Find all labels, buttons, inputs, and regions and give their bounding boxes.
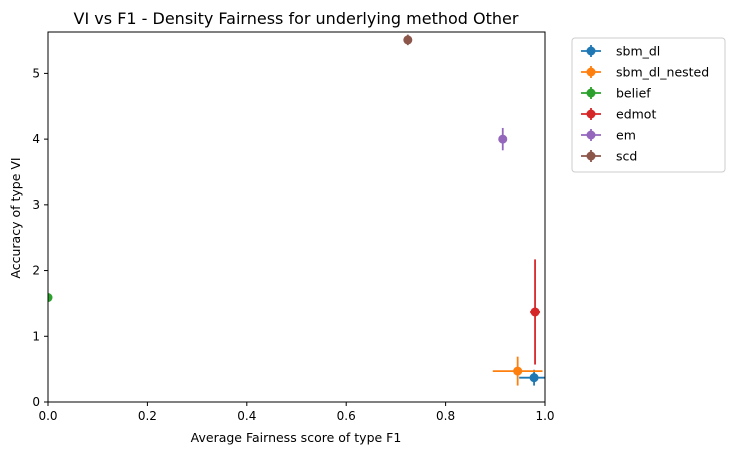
y-tick-label: 3 <box>32 198 40 212</box>
y-tick-label: 0 <box>32 395 40 409</box>
legend-item-belief: belief <box>581 86 651 101</box>
series-scd <box>403 34 413 46</box>
legend-item-edmot: edmot <box>581 107 656 122</box>
y-tick-label: 4 <box>32 132 40 146</box>
legend-label: scd <box>616 149 637 164</box>
legend-item-scd: scd <box>581 149 637 164</box>
legend-marker <box>586 88 596 98</box>
legend-label: edmot <box>616 107 656 122</box>
legend-item-sbm-dl: sbm_dl <box>581 44 660 59</box>
series-sbm-dl-nested <box>492 356 543 386</box>
series-belief <box>48 293 53 303</box>
legend-item-sbm-dl-nested: sbm_dl_nested <box>581 65 709 80</box>
legend-marker <box>586 46 596 56</box>
y-tick-label: 5 <box>32 66 40 80</box>
legend-marker <box>586 151 596 161</box>
legend-marker <box>586 67 596 77</box>
legend-marker <box>586 109 596 119</box>
x-tick-label: 0.8 <box>436 409 455 423</box>
data-point <box>498 134 508 144</box>
axes-frame <box>47 31 546 403</box>
x-tick-label: 0.2 <box>138 409 157 423</box>
y-axis-label: Accuracy of type VI <box>8 157 23 278</box>
plot-area <box>48 34 545 386</box>
y-tick-label: 1 <box>32 329 40 343</box>
x-axis-label: Average Fairness score of type F1 <box>191 430 402 445</box>
data-point <box>529 373 539 383</box>
legend-box <box>571 37 726 173</box>
data-point <box>530 307 540 317</box>
data-point <box>403 35 413 45</box>
series-sbm-dl <box>519 369 545 386</box>
x-tick-label: 1.0 <box>535 409 554 423</box>
series-edmot <box>530 259 541 365</box>
legend-item-em: em <box>581 128 636 143</box>
y-tick-label: 2 <box>32 264 40 278</box>
axes: 0.0 0.2 0.4 0.6 0.8 1.0 0 1 2 3 4 5 <box>32 31 555 423</box>
x-tick-label: 0.0 <box>38 409 57 423</box>
legend-label: sbm_dl <box>616 44 660 59</box>
legend-marker <box>586 130 596 140</box>
x-tick-label: 0.4 <box>237 409 256 423</box>
legend-label: sbm_dl_nested <box>616 65 709 80</box>
data-point <box>513 366 523 376</box>
chart-title: VI vs F1 - Density Fairness for underlyi… <box>74 9 519 28</box>
legend-label: belief <box>616 86 651 101</box>
x-tick-label: 0.6 <box>337 409 356 423</box>
legend-label: em <box>616 128 636 143</box>
data-point <box>48 293 53 303</box>
series-em <box>498 127 508 151</box>
